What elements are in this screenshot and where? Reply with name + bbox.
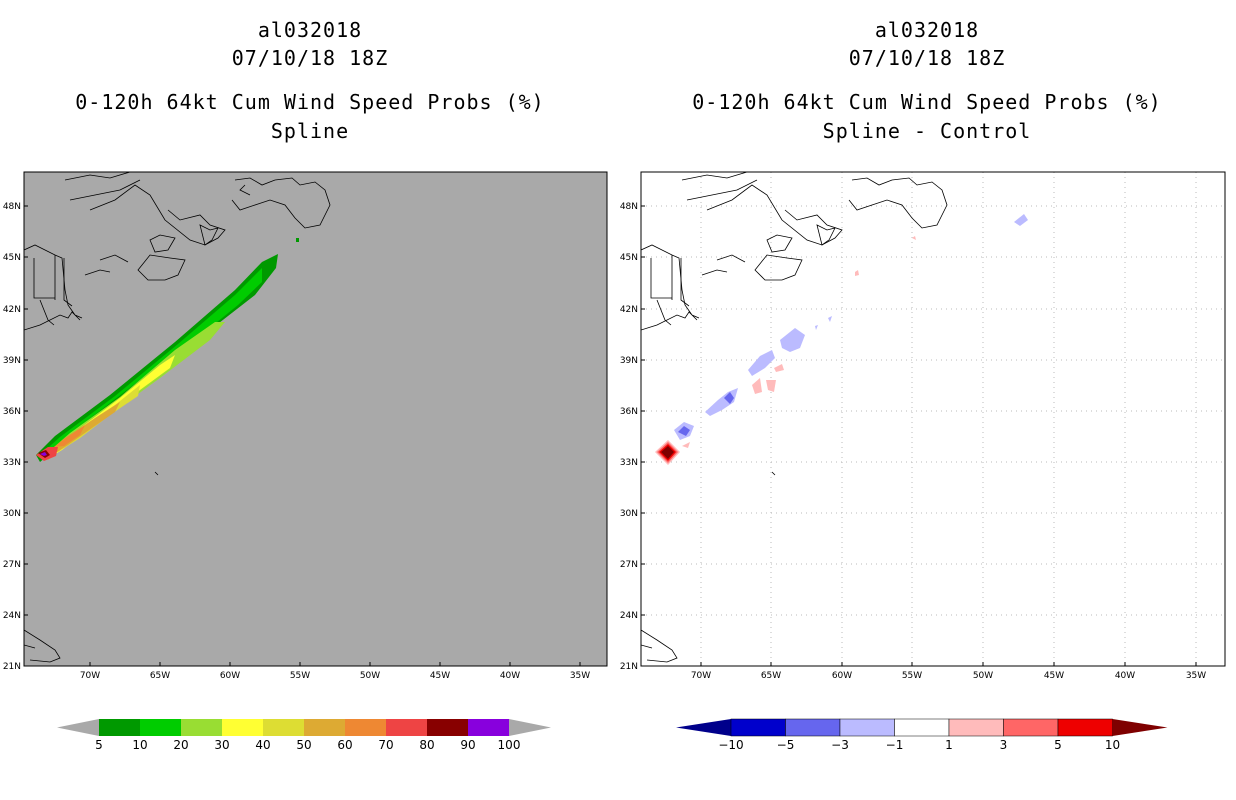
left-lon-label: 55W xyxy=(290,671,310,681)
right-lat-label: 33N xyxy=(620,458,638,468)
left-lat-label: 48N xyxy=(3,202,21,212)
left-lon-label: 60W xyxy=(220,671,240,681)
right-lat-label: 48N xyxy=(620,202,638,212)
right-lon-label: 50W xyxy=(973,671,993,681)
left-variant: Spline xyxy=(270,119,350,143)
right-lat-label: 30N xyxy=(620,509,638,519)
prob-colorbar-label: 100 xyxy=(498,738,521,752)
left-lat-label: 27N xyxy=(3,560,21,570)
left-lon-label: 50W xyxy=(360,671,380,681)
diff-colorbar-low-end xyxy=(676,719,731,736)
diff-colorbar-label: 3 xyxy=(1000,738,1008,752)
right-lon-label: 55W xyxy=(902,671,922,681)
prob-colorbar-swatch xyxy=(345,719,386,736)
left-lat-label: 30N xyxy=(3,509,21,519)
prob-colorbar-label: 60 xyxy=(337,738,352,752)
right-storm-id: al032018 xyxy=(874,18,980,42)
prob-colorbar-label: 50 xyxy=(296,738,311,752)
left-lat-label: 21N xyxy=(3,662,21,672)
prob-colorbar-label: 70 xyxy=(378,738,393,752)
diff-colorbar-label: −5 xyxy=(777,738,795,752)
right-lon-label: 45W xyxy=(1044,671,1064,681)
prob-colorbar-swatch xyxy=(386,719,427,736)
probability-colorbar: 5 10 20 30 40 50 60 70 80 90 100 xyxy=(57,719,551,752)
left-lat-label: 42N xyxy=(3,305,21,315)
prob-colorbar-swatch xyxy=(181,719,222,736)
left-map-background xyxy=(24,172,607,666)
right-map-frame xyxy=(640,171,1226,667)
difference-colorbar: −10 −5 −3 −1 1 3 5 10 xyxy=(676,718,1168,752)
diff-colorbar-label: −3 xyxy=(831,738,849,752)
right-coastlines xyxy=(641,172,948,663)
prob-colorbar-label: 5 xyxy=(95,738,103,752)
prob-colorbar-swatch xyxy=(304,719,345,736)
diff-colorbar-swatch xyxy=(785,718,841,737)
prob-colorbar-swatch xyxy=(140,719,181,736)
right-lat-label: 21N xyxy=(620,662,638,672)
right-lat-label: 36N xyxy=(620,407,638,417)
right-axis-ticks: 48N 45N 42N 39N 36N 33N 30N 27N 24N 21N 70W 65W 60W 5… xyxy=(620,202,1206,681)
diff-colorbar-swatch xyxy=(948,718,1004,737)
right-variant: Spline - Control xyxy=(822,119,1032,143)
diff-colorbar-label: −1 xyxy=(886,738,904,752)
left-lon-label: 45W xyxy=(430,671,450,681)
right-lon-label: 60W xyxy=(832,671,852,681)
left-map-panel: 48N 45N 42N 39N 36N 33N 30N 27N 24N 21N 70W 65W 60W 5… xyxy=(3,171,608,681)
diff-colorbar-swatch xyxy=(894,718,950,737)
left-lat-label: 39N xyxy=(3,356,21,366)
prob-colorbar-swatch xyxy=(468,719,509,736)
left-lon-label: 70W xyxy=(80,671,100,681)
left-lon-label: 40W xyxy=(500,671,520,681)
left-lat-label: 36N xyxy=(3,407,21,417)
diff-colorbar-label: −10 xyxy=(718,738,743,752)
diff-colorbar-label: 5 xyxy=(1054,738,1062,752)
prob-colorbar-label: 20 xyxy=(173,738,188,752)
right-difference-contours xyxy=(655,214,1028,465)
right-lon-label: 40W xyxy=(1115,671,1135,681)
left-lat-label: 24N xyxy=(3,611,21,621)
prob-colorbar-label: 90 xyxy=(460,738,475,752)
right-datetime: 07/10/18 18Z xyxy=(848,46,1006,70)
diff-colorbar-swatch xyxy=(1003,718,1059,737)
left-lon-label: 65W xyxy=(150,671,170,681)
left-storm-id: al032018 xyxy=(257,18,363,42)
right-lat-label: 39N xyxy=(620,356,638,366)
prob-colorbar-label: 40 xyxy=(255,738,270,752)
right-lon-label: 65W xyxy=(761,671,781,681)
left-axis-ticks: 48N 45N 42N 39N 36N 33N 30N 27N 24N 21N 70W 65W 60W 5… xyxy=(3,202,590,681)
left-lon-label: 35W xyxy=(570,671,590,681)
left-map-frame xyxy=(23,171,608,667)
left-lat-label: 45N xyxy=(3,253,21,263)
right-map-background xyxy=(641,172,1225,666)
left-product: 0-120h 64kt Cum Wind Speed Probs (%) xyxy=(75,90,545,114)
left-lat-label: 33N xyxy=(3,458,21,468)
prob-colorbar-swatch xyxy=(427,719,468,736)
left-probability-contours xyxy=(36,238,299,462)
prob-colorbar-swatch xyxy=(222,719,263,736)
diff-colorbar-label: 10 xyxy=(1105,738,1120,752)
prob-colorbar-high-end xyxy=(509,719,551,736)
right-lat-label: 24N xyxy=(620,611,638,621)
prob-colorbar-swatch xyxy=(99,719,140,736)
prob-colorbar-label: 10 xyxy=(132,738,147,752)
left-coastlines xyxy=(24,172,331,663)
diff-colorbar-swatch xyxy=(730,718,786,737)
right-lon-label: 35W xyxy=(1186,671,1206,681)
diff-colorbar-swatch xyxy=(839,718,895,737)
prob-colorbar-label: 30 xyxy=(214,738,229,752)
right-lat-label: 27N xyxy=(620,560,638,570)
diff-colorbar-swatch xyxy=(1057,718,1113,737)
right-map-panel: 48N 45N 42N 39N 36N 33N 30N 27N 24N 21N 70W 65W 60W 5… xyxy=(620,171,1226,681)
prob-colorbar-label: 80 xyxy=(419,738,434,752)
prob-colorbar-low-end xyxy=(57,719,99,736)
right-lat-label: 45N xyxy=(620,253,638,263)
left-datetime: 07/10/18 18Z xyxy=(231,46,389,70)
diff-colorbar-label: 1 xyxy=(945,738,953,752)
diff-colorbar-high-end xyxy=(1112,719,1168,736)
prob-colorbar-swatch xyxy=(263,719,304,736)
right-lon-label: 70W xyxy=(691,671,711,681)
right-lat-label: 42N xyxy=(620,305,638,315)
right-product: 0-120h 64kt Cum Wind Speed Probs (%) xyxy=(692,90,1162,114)
